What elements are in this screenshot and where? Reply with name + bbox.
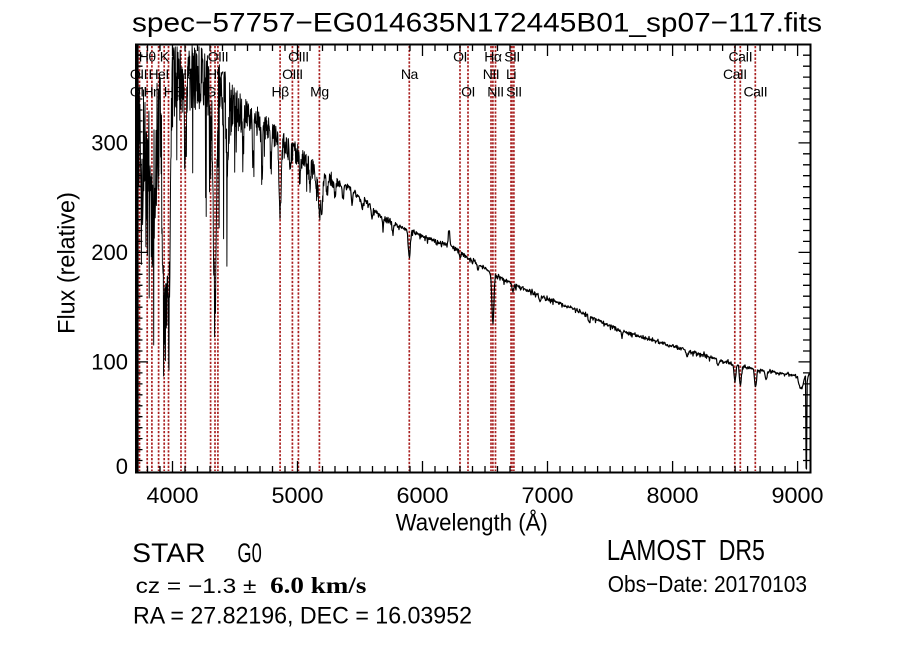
svg-text:Na: Na (401, 66, 419, 82)
svg-text:Hη: Hη (143, 84, 160, 100)
svg-text:100: 100 (91, 350, 128, 375)
svg-text:Hα: Hα (484, 49, 502, 65)
svg-text:6.0 km/s: 6.0 km/s (270, 573, 366, 598)
svg-text:OIII: OIII (208, 49, 229, 65)
svg-text:300: 300 (91, 131, 128, 156)
svg-text:LAMOST: LAMOST (607, 535, 707, 567)
svg-text:CaII: CaII (723, 66, 747, 82)
svg-text:OIII: OIII (282, 66, 303, 82)
svg-text:CaII: CaII (743, 84, 767, 100)
svg-text:0: 0 (116, 454, 128, 479)
svg-text:Wavelength (Å): Wavelength (Å) (396, 509, 548, 537)
svg-text:DR5: DR5 (719, 535, 765, 567)
svg-text:Hθ: Hθ (139, 49, 157, 65)
svg-text:HeI: HeI (148, 66, 168, 82)
svg-text:OII: OII (130, 66, 147, 82)
svg-text:Hβ: Hβ (272, 84, 290, 100)
svg-text:CaII: CaII (728, 49, 752, 65)
svg-text:SII: SII (506, 84, 522, 100)
svg-text:G0: G0 (237, 538, 261, 568)
svg-text:H: H (164, 84, 174, 100)
svg-text:Flux (relative): Flux (relative) (54, 192, 81, 334)
svg-text:NII: NII (487, 84, 503, 100)
svg-text:Mg: Mg (310, 84, 328, 100)
svg-text:K: K (160, 49, 170, 65)
svg-text:5000: 5000 (272, 483, 324, 508)
svg-text:Obs−Date: 20170103: Obs−Date: 20170103 (608, 571, 807, 597)
svg-text:200: 200 (91, 240, 128, 265)
svg-text:SII: SII (504, 49, 520, 65)
svg-text:cz = −1.3 ±: cz = −1.3 ± (136, 575, 257, 598)
svg-text:G: G (205, 84, 215, 100)
svg-text:OI: OI (453, 49, 467, 65)
svg-text:NII: NII (483, 66, 499, 82)
svg-text:7000: 7000 (522, 483, 574, 508)
svg-text:Li: Li (506, 66, 516, 82)
svg-text:STAR: STAR (132, 538, 205, 568)
svg-text:RA = 27.82196, DEC = 16: RA = 27.82196, DEC = 16.03952 (133, 603, 472, 630)
svg-text:8000: 8000 (647, 483, 699, 508)
svg-text:6000: 6000 (397, 483, 449, 508)
svg-text:OIII: OIII (288, 49, 309, 65)
svg-text:9000: 9000 (772, 483, 824, 508)
svg-text:OI: OI (461, 84, 475, 100)
svg-text:spec−57757−EG014635N172445B01_: spec−57757−EG014635N172445B01_sp07−117.f… (132, 8, 822, 38)
svg-text:4000: 4000 (147, 483, 199, 508)
